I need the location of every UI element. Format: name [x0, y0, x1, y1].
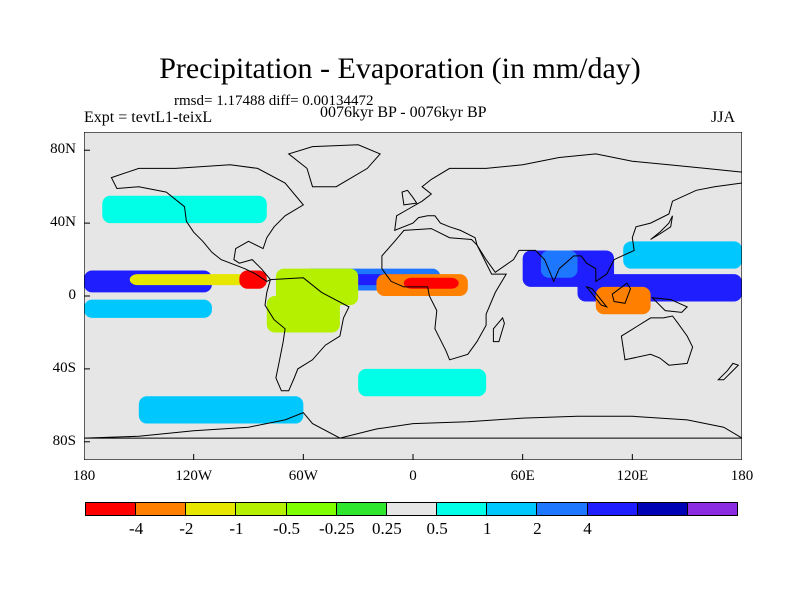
- y-tick-label: 80N: [50, 141, 76, 158]
- period-label: 0076kyr BP - 0076kyr BP: [320, 104, 487, 121]
- field-region: [540, 250, 578, 278]
- colorbar-box: [235, 502, 287, 516]
- colorbar-box: [185, 502, 237, 516]
- field-region: [358, 368, 487, 397]
- colorbar-label: 0.25: [372, 519, 402, 538]
- field-region: [595, 286, 651, 315]
- y-tick-label: 0: [68, 287, 77, 303]
- coast-antarctica: [84, 412, 742, 439]
- coast-sumatra: [585, 285, 609, 308]
- x-tick-label: 60W: [288, 468, 318, 484]
- field-region: [138, 396, 304, 424]
- colorbar-label: -0.5: [273, 519, 301, 538]
- field-region: [84, 299, 212, 318]
- coast-greenland: [287, 144, 381, 188]
- plot-title: Precipitation - Evaporation (in mm/day): [159, 52, 641, 85]
- x-tick-label: 180: [72, 468, 96, 484]
- x-tick-label: 180: [730, 468, 754, 484]
- colorbar-label: -1: [229, 519, 244, 538]
- colorbar-box: [486, 502, 538, 516]
- x-tick-label: 120W: [175, 468, 212, 484]
- colorbar-box: [135, 502, 187, 516]
- x-tick-label: 60E: [510, 468, 535, 484]
- coast-australia: [620, 315, 694, 366]
- coast-madagascar: [492, 316, 505, 343]
- field-region: [275, 268, 359, 306]
- colorbar-box: [536, 502, 588, 516]
- y-tick-label: 40S: [52, 359, 76, 376]
- colorbar-box: [285, 502, 337, 516]
- colorbar-box: [385, 502, 438, 516]
- colorbar-box: [335, 502, 387, 516]
- colorbar-box: [636, 502, 688, 516]
- coast-new-guinea: [651, 297, 689, 313]
- colorbar-box: [85, 502, 137, 516]
- colorbar: [85, 502, 739, 516]
- coast-north-america: [110, 164, 305, 282]
- colorbar-label: -4: [129, 519, 144, 538]
- field-region: [239, 270, 267, 289]
- coast-uk: [401, 189, 418, 206]
- field-region: [129, 274, 267, 286]
- colorbar-label: 2: [533, 519, 542, 538]
- colorbar-label: -0.25: [319, 519, 355, 538]
- map-plot: [84, 132, 742, 460]
- coast-japan: [650, 215, 673, 240]
- coast-south-america: [264, 277, 350, 392]
- coast-africa: [381, 228, 508, 361]
- coastlines: [84, 144, 742, 439]
- y-tick-label: 80S: [52, 432, 76, 449]
- coast-new-zealand: [716, 362, 740, 381]
- coast-eurasia: [394, 153, 742, 283]
- x-tick-label: 120E: [616, 468, 649, 484]
- stats-text: rmsd= 1.17488 diff= 0.00134472: [174, 93, 374, 109]
- colorbar-label: -2: [179, 519, 194, 538]
- colorbar-label: 4: [583, 519, 592, 538]
- field-region: [623, 241, 742, 269]
- colorbar-box: [686, 502, 739, 516]
- coast-borneo: [611, 282, 632, 304]
- field-region: [403, 277, 459, 289]
- colorbar-label: 0.5: [426, 519, 448, 538]
- colorbar-box: [436, 502, 488, 516]
- season-label: JJA: [711, 109, 736, 126]
- x-tick-label: 0: [409, 468, 417, 484]
- y-tick-label: 40N: [50, 214, 76, 231]
- experiment-label: Expt = tevtL1-teixL: [84, 109, 213, 126]
- colorbar-label: 1: [482, 519, 492, 538]
- colorbar-box: [586, 502, 638, 516]
- field-regions: [84, 195, 742, 424]
